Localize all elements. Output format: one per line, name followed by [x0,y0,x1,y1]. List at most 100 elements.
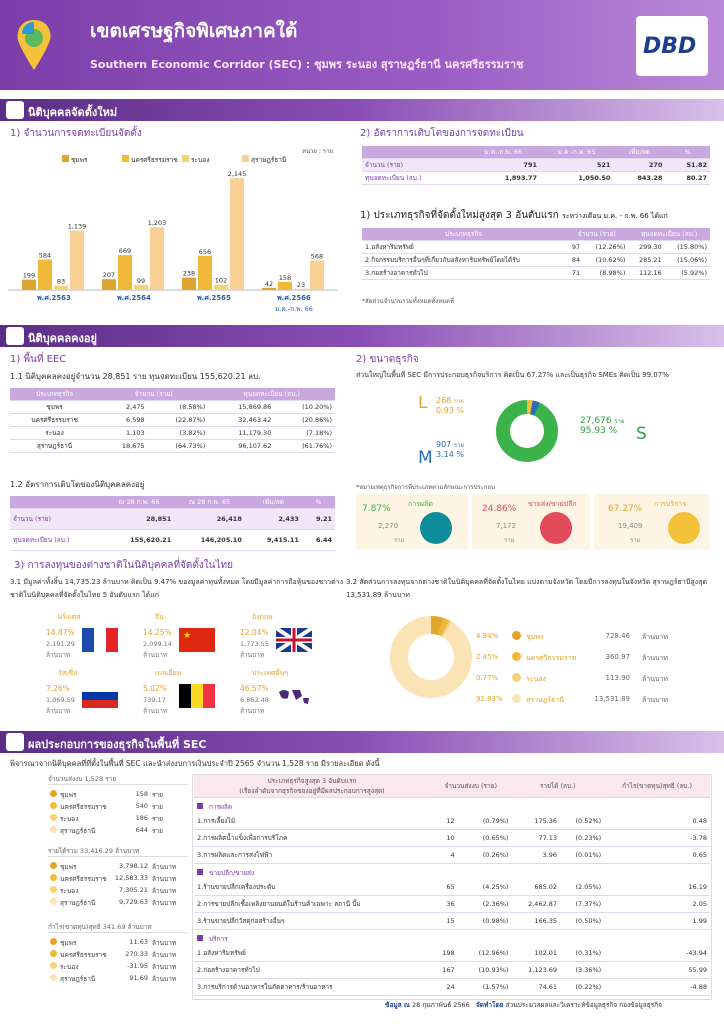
summary-dot [50,938,57,945]
cell: 1,123.69 [511,961,561,979]
cell: (7.18%) [274,426,335,440]
cell: 84 [565,253,584,267]
bar-value-label: 669 [119,247,131,255]
summary-name: ระนอง [60,963,79,971]
province-pct: 0.77% [476,674,499,682]
size-s-num: 27,676 [580,416,612,426]
performance-intro: พิจารณาจากนิติบุคคลที่ที่ตั้งในพื้นที่ S… [10,759,380,768]
th: จำนวนส่งงบ (ราย) [430,775,512,798]
table-row: ระนอง 1,103 (3.82%) 11,179.30 (7.18%) [10,426,335,440]
summary-title: รายได้รวม 33,416.29 ล้านบาท [48,847,140,855]
country-name: เบลเยี่ยม [155,669,182,677]
bar [182,277,196,290]
x-tick-label: พ.ศ.2564 [117,294,151,302]
card-num: 7,172 [496,522,517,530]
country-value: 1,773.55 [240,640,269,648]
cell: 32,463.42 [208,413,275,427]
world-map-icon [276,684,312,708]
summary-name: ระนอง [60,887,79,895]
bar-value-label: 102 [215,277,227,285]
country-value: 2,191.29 [46,640,75,648]
cell: (7.37%) [560,895,605,913]
summary-unit: ล้านบาท [152,951,177,959]
summary-name: ชุมพร [60,939,77,947]
logo-text: DBD [643,34,697,59]
summary-divider [48,784,188,785]
table-row: 2.กิจกรรมบริการอื่นๆที่เกี่ยวกับอสังหาริ… [362,253,710,267]
x-tick-label: พ.ศ.2563 [37,294,71,302]
province-pct: 4.94% [476,632,499,640]
cell: -43.94 [604,945,710,962]
bar-value-label: 584 [39,252,51,260]
cell: 0.65 [604,846,710,864]
cell: 15 [430,912,458,930]
th: % [665,146,710,159]
province-donut-chart [390,616,472,698]
section-title: ผลประกอบการของธุรกิจในพื้นที่ SEC [28,738,207,751]
summary-title: กำไร(ขาดทุน)สุทธิ 341.69 ล้านบาท [48,923,152,931]
size-l: 268 ราย 0.93 % [436,396,464,415]
summary-unit: ล้านบาท [152,899,177,907]
country-pct: 7.26% [46,684,70,693]
cell: 1,050.50 [540,171,614,185]
flag-belgium [179,684,215,708]
bar-value-label: 1,139 [68,223,87,231]
cell: 9.21 [301,508,335,530]
table-row: จำนวน (ราย) 791 521 270 51.82 [362,158,710,172]
cell: 1.อสังหาริมทรัพย์ [362,240,566,254]
summary-unit: ราย [152,815,163,823]
cell: 198 [430,945,458,962]
pencil-icon [6,101,24,119]
cell: 96,107.62 [208,439,275,453]
summary-value: 644 [135,826,148,834]
summary-value: 7,305.21 [119,886,148,894]
size-l-letter: L [418,393,428,413]
summary-name: ชุมพร [60,791,77,799]
cell: 102.01 [511,945,561,962]
country-unit: ล้านบาท [240,651,265,659]
table-row: ทุนจดทะเบียน (ลบ.) 155,620.21 146,205.10 9,… [10,529,335,551]
size-m-num: 907 [436,440,452,449]
cell: 4 [430,846,458,864]
cell: 9,415.11 [244,529,302,551]
donut-segment-nakhon [437,617,450,637]
cell: (0.01%) [560,846,605,864]
th [10,496,104,509]
country-pct: 5.02% [143,684,167,693]
country-value: 1,069.59 [46,696,75,704]
country-value: 6,862.48 [240,696,269,704]
group-name: การผลิต [209,803,233,811]
province-unit: ล้านบาท [642,675,668,683]
bar-value-label: 158 [279,274,291,282]
th: จำนวน (ราย) [565,228,629,241]
cell: 1,103 [99,426,148,440]
size-donut-chart [496,400,558,462]
table-row: สุราษฎร์ธานี 18,675 (64.73%) 96,107.62 (61.7… [10,439,335,453]
cell: 77.13 [511,829,561,847]
province-unit: ล้านบาท [642,654,668,662]
cell: (0.31%) [560,945,605,962]
th: ประเภทธุรกิจสูงสุด 3 อันดับแรก (เรียงลำด… [194,775,431,798]
th: เพิ่ม/ลด [613,146,666,159]
bar [22,279,36,290]
performance-table: ประเภทธุรกิจสูงสุด 3 อันดับแรก (เรียงลำด… [194,775,710,996]
bar [38,259,52,290]
section-new-companies-bar: นิติบุคคลจัดตั้งใหม่ [0,99,724,121]
cell: (0.98%) [457,912,512,930]
page-header: เขตเศรษฐกิจพิเศษภาคใต้ Southern Economic… [0,0,724,90]
section-title: นิติบุคคลจัดตั้งใหม่ [28,106,118,119]
bar-value-label: 2,145 [228,170,247,178]
th: เพิ่ม/ลด [244,496,302,509]
country-pct: 14.25% [143,628,172,637]
cell: -4.88 [604,978,710,996]
summary-unit: ล้านบาท [152,863,177,871]
cell: 2,475 [99,400,148,414]
flag-china: ★ [179,628,215,652]
summary-value: 12,583.33 [114,874,148,882]
cell: 299.30 [628,240,665,254]
footer-by-label: จัดทำโดย [476,1001,504,1009]
building-icon [6,327,24,345]
donut-segment-s [496,400,558,462]
cell: 2.05 [604,895,710,913]
country-value: 739.17 [143,696,166,704]
